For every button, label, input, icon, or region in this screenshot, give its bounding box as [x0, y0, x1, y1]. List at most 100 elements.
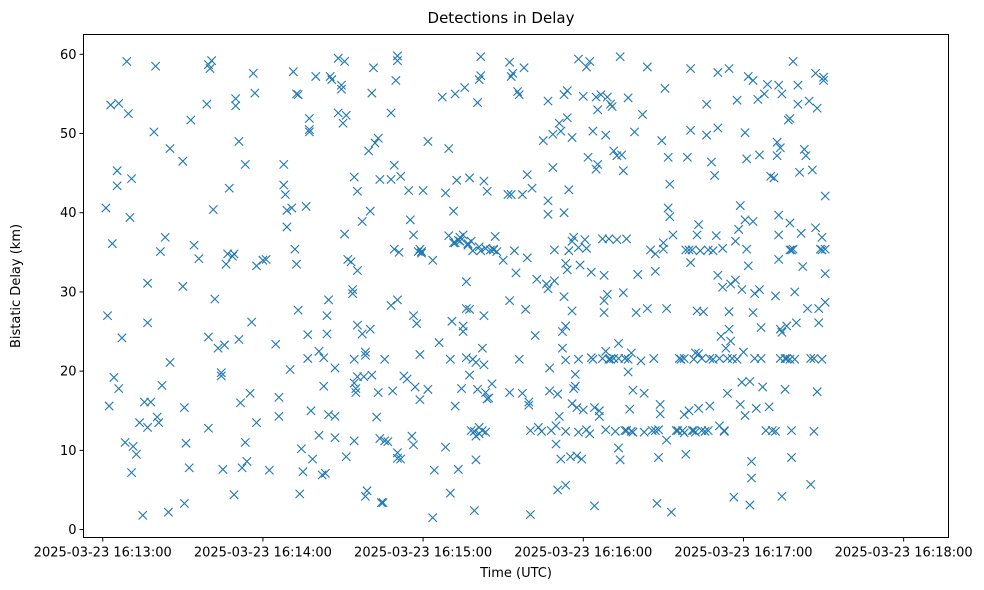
- data-point: [464, 370, 475, 380]
- data-point: [303, 353, 313, 364]
- data-point: [730, 236, 741, 246]
- data-point: [234, 334, 244, 345]
- data-point: [545, 363, 555, 373]
- data-point: [607, 101, 617, 112]
- data-point: [788, 244, 798, 254]
- data-point: [686, 125, 696, 135]
- data-point: [770, 291, 781, 301]
- data-point: [620, 353, 630, 364]
- data-point: [109, 372, 119, 383]
- data-point: [291, 259, 302, 269]
- data-point: [303, 330, 313, 340]
- data-point: [349, 354, 359, 364]
- x-tick-label: 2025-03-23 16:17:00: [674, 546, 812, 561]
- data-point: [445, 354, 455, 364]
- data-point: [482, 394, 492, 404]
- data-point: [394, 247, 404, 257]
- data-point: [684, 245, 694, 255]
- data-point: [567, 399, 577, 409]
- data-point: [468, 246, 478, 256]
- data-point: [629, 127, 640, 137]
- data-point: [615, 455, 625, 465]
- data-point: [155, 246, 165, 257]
- data-point: [537, 426, 547, 436]
- data-point: [464, 304, 475, 314]
- data-point: [599, 296, 609, 306]
- data-point: [378, 498, 388, 508]
- data-point: [264, 465, 274, 475]
- data-point: [681, 245, 691, 255]
- data-point: [251, 261, 262, 271]
- data-point: [639, 388, 649, 398]
- data-point: [772, 151, 782, 161]
- data-point: [429, 465, 439, 475]
- data-point: [573, 354, 584, 364]
- data-point: [735, 399, 745, 410]
- y-tick-label: 0: [68, 523, 76, 538]
- data-point: [820, 191, 830, 201]
- data-point: [203, 332, 214, 342]
- data-point: [806, 479, 816, 490]
- data-point: [722, 388, 733, 398]
- data-point: [671, 425, 681, 436]
- data-point: [452, 175, 462, 185]
- data-point: [742, 244, 752, 254]
- data-point: [341, 110, 351, 120]
- data-point: [218, 464, 228, 474]
- data-point: [380, 354, 390, 364]
- data-point: [319, 381, 329, 391]
- data-point: [564, 246, 574, 256]
- data-point: [697, 353, 707, 364]
- data-point: [650, 266, 660, 276]
- data-point: [288, 67, 298, 77]
- data-point: [338, 118, 348, 128]
- y-tick-label: 50: [60, 127, 77, 142]
- data-point: [703, 425, 713, 436]
- data-point: [314, 430, 324, 440]
- data-point: [745, 500, 755, 510]
- data-point: [676, 354, 686, 364]
- data-point: [229, 490, 239, 500]
- data-point: [786, 452, 797, 463]
- data-point: [517, 189, 527, 200]
- data-point: [181, 438, 191, 448]
- data-point: [708, 246, 718, 256]
- data-point: [599, 307, 609, 318]
- data-point: [684, 406, 694, 416]
- data-point: [274, 392, 284, 402]
- data-point: [296, 444, 306, 454]
- data-point: [618, 288, 628, 298]
- data-point: [589, 403, 600, 413]
- data-point: [650, 249, 660, 259]
- data-point: [330, 433, 340, 443]
- data-point: [770, 426, 781, 436]
- data-point: [593, 105, 603, 115]
- data-point: [522, 253, 532, 263]
- data-point: [626, 348, 636, 358]
- data-point: [235, 398, 246, 408]
- data-point: [561, 426, 571, 436]
- data-point: [602, 92, 612, 102]
- data-point: [613, 353, 624, 364]
- data-point: [661, 435, 672, 445]
- data-point: [352, 186, 363, 196]
- data-point: [352, 265, 363, 276]
- data-point: [448, 206, 459, 216]
- data-point: [679, 410, 689, 420]
- data-point: [581, 62, 592, 72]
- data-point: [285, 364, 295, 375]
- data-point: [561, 321, 571, 331]
- data-point: [681, 449, 691, 459]
- data-point: [674, 353, 684, 364]
- data-point: [761, 425, 771, 436]
- data-point: [386, 174, 396, 185]
- data-point: [245, 388, 255, 398]
- data-point: [373, 387, 383, 398]
- data-point: [364, 146, 374, 156]
- data-point: [165, 143, 175, 154]
- data-point: [660, 83, 670, 93]
- data-point: [405, 215, 415, 225]
- data-point: [466, 236, 476, 246]
- data-point: [261, 254, 271, 265]
- data-point: [291, 89, 302, 99]
